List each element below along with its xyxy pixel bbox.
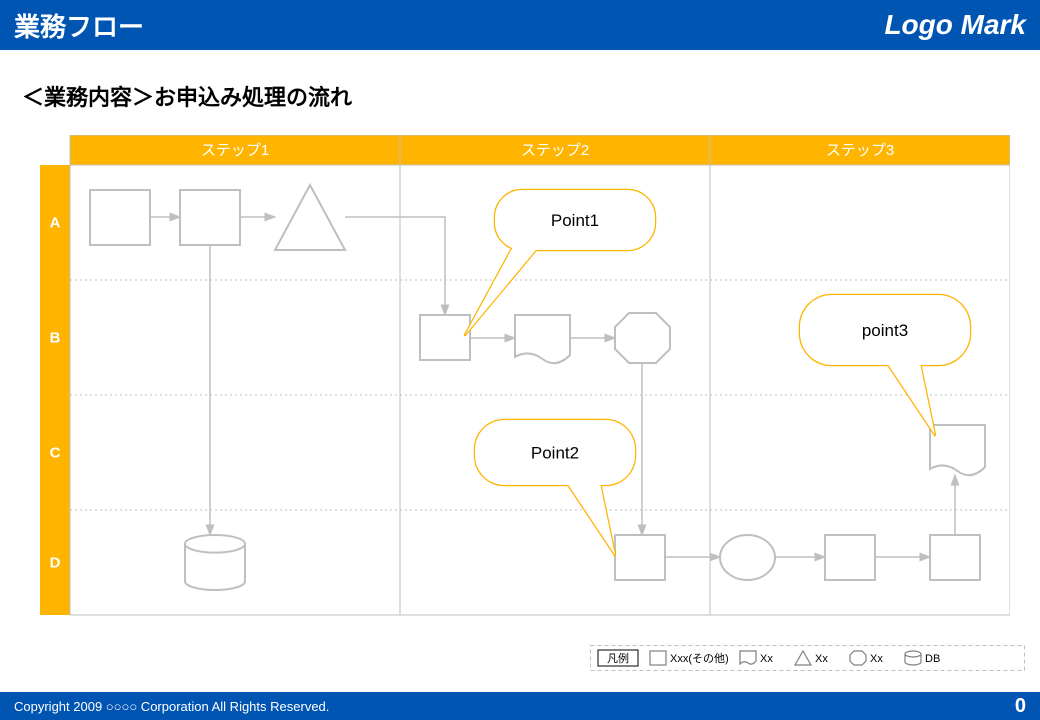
svg-text:ステップ1: ステップ1 [201, 142, 269, 159]
svg-text:ステップ2: ステップ2 [521, 142, 589, 159]
svg-text:Xx: Xx [760, 653, 773, 665]
subtitle: ＜業務内容＞お申込み処理の流れ [22, 80, 352, 112]
copyright-text: Copyright 2009 ○○○○ Corporation All Righ… [14, 699, 329, 714]
flowchart: ステップ1 ステップ2 ステップ3 A B C D Point1 Point2 point3 [40, 135, 1010, 635]
svg-text:ステップ3: ステップ3 [826, 142, 894, 159]
page-number: 0 [1015, 695, 1026, 718]
svg-text:Xxx(その他): Xxx(その他) [670, 652, 729, 665]
svg-text:Xx: Xx [870, 653, 883, 665]
svg-text:point3: point3 [862, 321, 908, 340]
svg-text:Xx: Xx [815, 653, 828, 665]
header-bar: 業務フロー Logo Mark [0, 0, 1040, 50]
slide: 業務フロー Logo Mark ＜業務内容＞お申込み処理の流れ ステップ1ステッ… [0, 0, 1040, 720]
header-title: 業務フロー [14, 7, 144, 44]
svg-text:凡例: 凡例 [607, 651, 629, 665]
header-logo: Logo Mark [884, 9, 1026, 41]
footer-bar: Copyright 2009 ○○○○ Corporation All Righ… [0, 692, 1040, 720]
svg-text:DB: DB [925, 653, 940, 665]
svg-text:A: A [50, 215, 61, 232]
flowchart-svg: ステップ1 ステップ2 ステップ3 A B C D Point1 Point2 point3 [40, 135, 1010, 635]
svg-text:Point2: Point2 [531, 444, 579, 463]
svg-text:C: C [50, 445, 61, 462]
svg-text:Point1: Point1 [551, 211, 599, 230]
svg-text:B: B [50, 330, 61, 347]
svg-text:D: D [50, 555, 61, 572]
legend: 凡例 Xxx(その他) Xx Xx Xx DB [590, 645, 1025, 671]
